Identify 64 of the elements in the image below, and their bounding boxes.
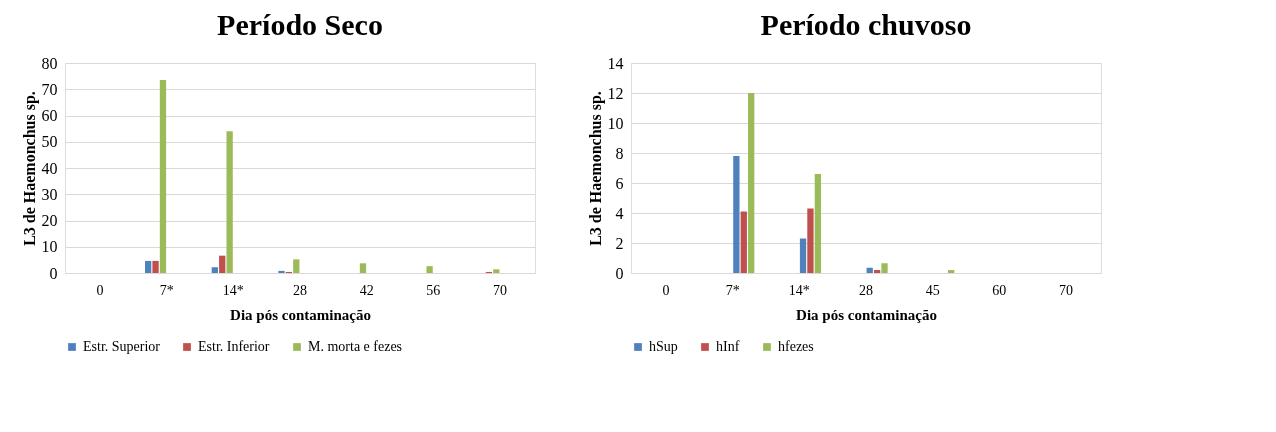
bar	[948, 270, 955, 273]
bar	[293, 259, 300, 273]
y-tick-label: 0	[49, 264, 58, 282]
y-tick-label: 6	[615, 174, 624, 192]
bar	[211, 267, 218, 273]
y-tick-label: 8	[615, 144, 624, 162]
y-tick-label: 40	[41, 159, 58, 177]
bar	[145, 260, 152, 273]
x-tick-label: 60	[992, 282, 1007, 298]
y-tick-label: 14	[607, 54, 624, 72]
x-tick-label: 70	[1059, 282, 1073, 298]
x-tick-label: 14*	[788, 282, 810, 298]
bar	[159, 80, 167, 273]
legend-label: hInf	[716, 339, 740, 354]
x-tick-label: 0	[662, 282, 670, 298]
bar	[881, 263, 888, 273]
bar	[866, 267, 873, 273]
x-tick-label: 70	[493, 282, 507, 298]
y-tick-label: 12	[607, 84, 624, 102]
x-tick-label: 7*	[725, 282, 740, 298]
bar	[426, 266, 433, 273]
x-axis-title: Dia pós contaminação	[796, 306, 937, 323]
bar	[807, 208, 814, 273]
y-tick-label: 60	[41, 107, 58, 124]
legend-label: Estr. Inferior	[198, 339, 270, 354]
legend-label: M. morta e fezes	[308, 339, 403, 354]
x-tick-label: 28	[293, 282, 307, 298]
bar	[748, 93, 755, 273]
y-tick-label: 0	[615, 264, 624, 282]
y-axis-title: L3 de Haemonchus sp.	[586, 91, 605, 246]
chart-title: Período Seco	[217, 8, 383, 41]
x-tick-label: 28	[859, 282, 873, 298]
y-tick-label: 50	[41, 133, 58, 151]
bar	[740, 211, 747, 273]
legend-label: Estr. Superior	[83, 339, 161, 354]
bar	[733, 156, 740, 273]
chart-title: Período chuvoso	[760, 8, 972, 41]
x-tick-label: 56	[426, 282, 441, 298]
legend-label: hSup	[649, 339, 678, 354]
bar	[799, 238, 807, 273]
bar	[493, 269, 500, 273]
x-tick-label: 14*	[222, 282, 244, 298]
x-axis-title: Dia pós contaminação	[230, 306, 371, 323]
x-tick-label: 45	[925, 282, 940, 298]
y-tick-label: 10	[41, 238, 58, 256]
bar	[359, 263, 367, 273]
y-axis-title: L3 de Haemonchus sp.	[20, 91, 39, 246]
bar	[873, 270, 881, 273]
bar	[814, 174, 821, 273]
y-tick-label: 2	[615, 234, 624, 252]
bar	[226, 131, 233, 273]
x-tick-label: 7*	[159, 282, 174, 298]
y-tick-label: 4	[615, 204, 624, 222]
bar	[152, 260, 159, 273]
y-tick-label: 70	[41, 80, 58, 98]
bar	[278, 270, 285, 273]
x-tick-label: 0	[96, 282, 104, 298]
legend-label: hfezes	[778, 339, 814, 354]
y-tick-label: 80	[41, 54, 58, 72]
y-tick-label: 30	[41, 185, 58, 203]
y-tick-label: 20	[41, 212, 58, 229]
x-tick-label: 42	[359, 282, 374, 298]
bar	[219, 255, 226, 273]
y-tick-label: 10	[607, 114, 624, 132]
